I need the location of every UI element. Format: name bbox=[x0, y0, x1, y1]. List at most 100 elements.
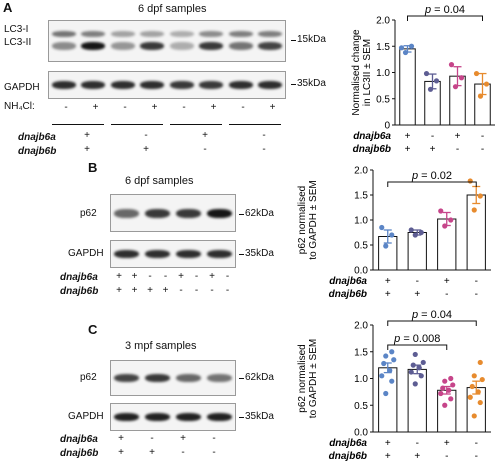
p62-blot-b bbox=[110, 194, 236, 232]
gapdh-label-a: GAPDH bbox=[4, 82, 40, 93]
data-point bbox=[442, 402, 448, 408]
dnajb6b-sign: + bbox=[84, 144, 90, 155]
data-point bbox=[438, 390, 444, 397]
dnajb6a-sign: - bbox=[150, 433, 154, 444]
lc3ii-band bbox=[258, 42, 283, 50]
dnajb6a-sign: + bbox=[178, 271, 184, 282]
genotype-sign: - bbox=[475, 289, 478, 300]
genotype-sign: - bbox=[475, 438, 478, 449]
genotype-sign: + bbox=[414, 289, 420, 300]
genotype-sign: + bbox=[405, 144, 411, 155]
dnajb6b-sign: + bbox=[149, 447, 155, 458]
lc3i-band bbox=[199, 31, 224, 37]
data-point bbox=[408, 43, 415, 49]
data-point bbox=[383, 243, 389, 249]
bar bbox=[466, 194, 486, 271]
gapdh-a-band bbox=[258, 81, 283, 89]
p62-kda-marker-b: 62kDa bbox=[239, 208, 274, 219]
dnajb6b-sign: - bbox=[225, 285, 230, 296]
gapdh-c-band bbox=[176, 413, 201, 421]
y-tick-label: 0.5 bbox=[354, 401, 368, 412]
data-point bbox=[379, 373, 385, 379]
genotype-sign: + bbox=[430, 144, 436, 155]
genotype-label-b-1: dnajb6a bbox=[60, 272, 98, 283]
data-point bbox=[471, 413, 477, 419]
gapdh-b-band bbox=[176, 250, 201, 258]
bar bbox=[399, 48, 416, 126]
nh4cl-sign: - bbox=[123, 102, 127, 113]
genotype-sign: - bbox=[416, 276, 419, 287]
data-point bbox=[387, 367, 393, 374]
genotype-label-a-1: dnajb6a bbox=[18, 132, 56, 143]
gapdh-kda-marker-c: 35kDa bbox=[239, 411, 274, 422]
gapdh-b-band bbox=[145, 250, 170, 258]
dnajb6a-sign: - bbox=[225, 271, 230, 282]
data-point bbox=[423, 70, 430, 77]
data-point bbox=[389, 232, 395, 238]
dnajb6a-sign: + bbox=[202, 130, 208, 141]
lc3i-label: LC3-I bbox=[4, 24, 29, 35]
dnajb6a-sign: - bbox=[262, 130, 266, 141]
y-axis-label: p62 normalisedto GAPDH ± SEM bbox=[297, 339, 319, 418]
dnajb6a-sign: + bbox=[180, 433, 186, 444]
genotype-label-a-2: dnajb6b bbox=[18, 146, 57, 157]
gapdh-c-band bbox=[145, 413, 170, 421]
lc3-kda-marker: 15kDa bbox=[291, 34, 326, 45]
genotype-sign: + bbox=[444, 438, 450, 449]
genotype-sign: + bbox=[385, 276, 391, 287]
lc3-blot bbox=[48, 20, 286, 62]
dnajb6a-sign: + bbox=[131, 271, 138, 282]
gapdh-b-band bbox=[207, 250, 232, 258]
gapdh-b-band bbox=[114, 250, 139, 258]
dnajb6a-sign: - bbox=[194, 271, 199, 282]
p62-b-band bbox=[207, 209, 232, 218]
genotype-row-label: dnajb6b bbox=[329, 289, 367, 300]
nh4cl-sign: - bbox=[64, 102, 68, 113]
data-point bbox=[452, 84, 459, 90]
genotype-sign: - bbox=[475, 276, 478, 287]
bar bbox=[437, 389, 457, 433]
data-point bbox=[389, 378, 395, 384]
data-point bbox=[410, 362, 416, 368]
significance-bracket bbox=[407, 15, 483, 21]
dnajb6b-sign: + bbox=[131, 285, 138, 296]
panel-b-title: 6 dpf samples bbox=[125, 175, 194, 187]
genotype-row-label: dnajb6b bbox=[329, 451, 367, 462]
lc3ii-band bbox=[199, 42, 224, 50]
lane-group-separator bbox=[52, 124, 104, 125]
data-point bbox=[477, 193, 483, 199]
lc3ii-band bbox=[228, 42, 253, 50]
gapdh-kda-marker-a: 35kDa bbox=[291, 78, 326, 89]
data-point bbox=[483, 81, 490, 87]
p62-b-band bbox=[145, 209, 170, 218]
data-point bbox=[379, 224, 385, 231]
nh4cl-label: NH₄Cl: bbox=[4, 101, 35, 112]
bar bbox=[407, 368, 427, 433]
genotype-row-label: dnajb6a bbox=[329, 276, 367, 287]
lc3i-band bbox=[258, 31, 283, 37]
genotype-sign: + bbox=[414, 451, 420, 462]
lc3ii-label: LC3-II bbox=[4, 37, 32, 48]
dnajb6b-sign: + bbox=[143, 144, 149, 155]
y-tick-label: 1.5 bbox=[354, 347, 368, 358]
p62-c-band bbox=[176, 374, 201, 382]
nh4cl-sign: + bbox=[269, 102, 276, 113]
data-point bbox=[469, 383, 475, 390]
gapdh-label-b: GAPDH bbox=[68, 248, 104, 259]
data-point bbox=[389, 349, 395, 355]
genotype-sign: - bbox=[416, 438, 419, 449]
lc3i-band bbox=[228, 31, 253, 37]
data-point bbox=[383, 353, 389, 359]
p62-label-b: p62 bbox=[80, 208, 97, 219]
data-point bbox=[448, 375, 454, 382]
data-point bbox=[448, 396, 454, 402]
dnajb6a-sign: + bbox=[116, 271, 122, 282]
y-tick-label: 1.0 bbox=[376, 68, 390, 79]
panel-letter-b: B bbox=[88, 160, 98, 175]
lane-group-separator bbox=[111, 124, 163, 125]
p62-b-band bbox=[114, 209, 139, 218]
gapdh-a-band bbox=[199, 81, 224, 89]
data-point bbox=[477, 399, 483, 406]
gapdh-blot-a bbox=[48, 71, 286, 99]
data-point bbox=[427, 86, 434, 92]
